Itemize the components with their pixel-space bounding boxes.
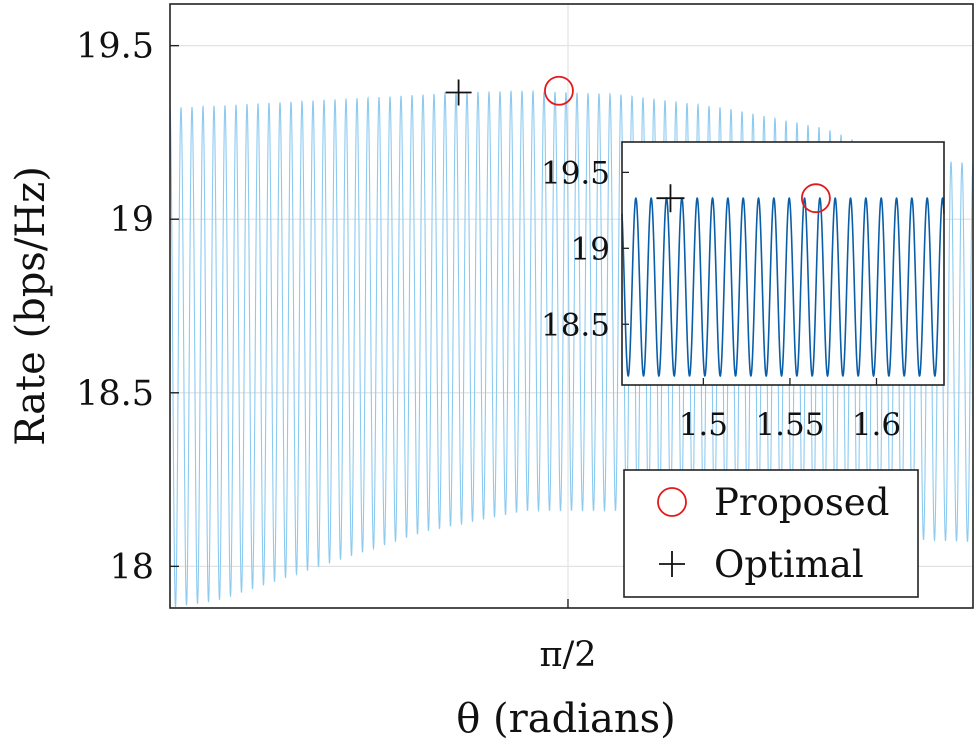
inset-y-ticks: 18.5 19 19.5: [541, 155, 629, 343]
y-tick-label-2: 19: [109, 200, 154, 240]
x-axis-title: θ (radians): [456, 696, 676, 742]
inset-series-line-rate: [621, 196, 945, 378]
legend-box: [623, 469, 919, 598]
marker-optimal: [445, 79, 472, 106]
y-tick-label-1: 18.5: [76, 374, 154, 414]
inset-x-tick-label-2: 1.6: [852, 407, 901, 443]
inset-marker-optimal: [656, 184, 685, 213]
inset-marker-proposed: [800, 183, 831, 214]
legend-label-proposed: Proposed: [714, 481, 889, 524]
marker-proposed: [544, 75, 574, 106]
legend-symbol-proposed: [657, 487, 687, 517]
inset-plot: 18.5 19 19.5 1.5 1.55 1.6: [541, 141, 945, 443]
inset-y-tick-label-1: 19: [571, 231, 610, 267]
legend-label-optimal: Optimal: [714, 543, 864, 586]
inset-x-ticks: 1.5 1.55 1.6: [679, 378, 901, 443]
inset-y-tick-label-0: 18.5: [541, 307, 610, 343]
main-markers: [445, 75, 574, 106]
main-plot-area: 18 18.5 19 19.5 π/2 Rate (bps/Hz) θ (radian…: [8, 3, 974, 742]
inset-axes-frame: [621, 141, 945, 386]
inset-series-rate: [621, 196, 945, 378]
x-tick-label-0: π/2: [539, 635, 596, 675]
legend: Proposed Optimal: [623, 469, 919, 598]
main-axes-frame: [169, 3, 974, 609]
inset-x-tick-label-0: 1.5: [679, 407, 728, 443]
y-axis-title: Rate (bps/Hz): [8, 166, 54, 446]
inset-y-tick-label-2: 19.5: [541, 155, 610, 191]
y-tick-label-0: 18: [109, 547, 154, 587]
inset-x-tick-label-1: 1.55: [755, 407, 824, 443]
main-x-ticks: π/2: [539, 599, 597, 675]
inset-markers: [656, 183, 831, 214]
main-y-ticks: 18 18.5 19 19.5: [76, 27, 179, 587]
legend-symbol-optimal: [659, 551, 685, 577]
y-tick-label-3: 19.5: [76, 27, 154, 67]
legend-entries: Proposed Optimal: [657, 481, 889, 586]
